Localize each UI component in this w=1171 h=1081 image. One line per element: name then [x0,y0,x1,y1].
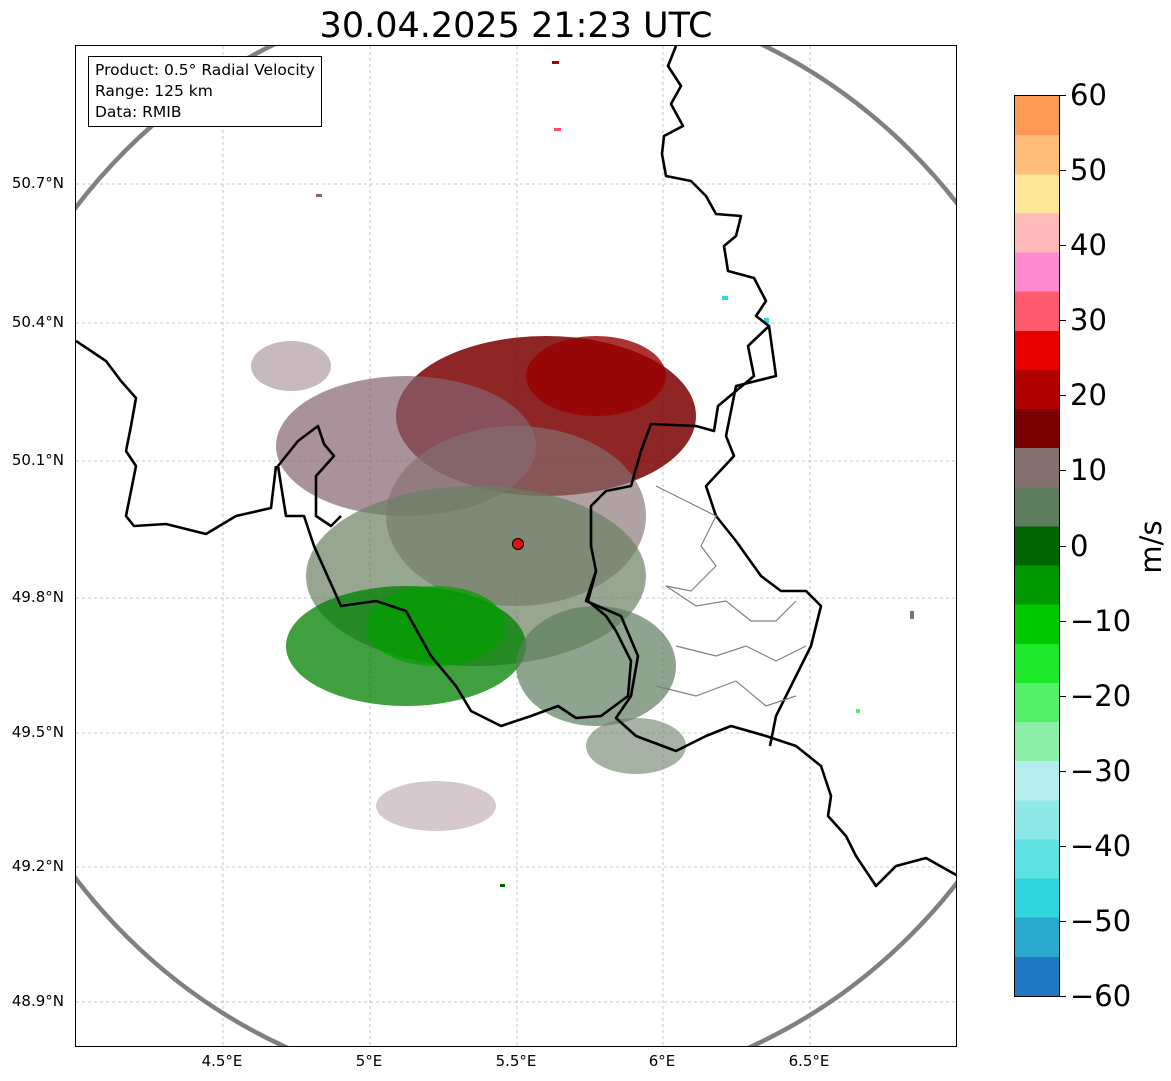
radar-site-marker[interactable] [512,538,524,550]
colorbar-tick-mark [1060,320,1066,322]
lon-tick-label: 5.5°E [495,1052,537,1070]
border-belgium-luxembourg [276,46,771,728]
echo-gray-green-east [516,606,676,726]
lat-tick-label: 49.5°N [11,723,64,741]
lat-tick-label: 49.2°N [11,857,64,875]
colorbar-tick-label: −20 [1070,678,1132,713]
colorbar-tick-mark [1060,545,1066,547]
map-title: 30.04.2025 21:23 UTC [319,6,713,46]
echo-speck [910,611,914,619]
colorbar-tick-mark [1060,620,1066,622]
lat-tick-label: 50.4°N [11,313,64,331]
echo-speck [856,709,860,713]
echo-speck [500,884,505,887]
lat-tick-label: 49.8°N [11,588,64,606]
lon-tick-label: 5°E [355,1052,383,1070]
border-germany-east [704,325,823,747]
info-source: Data: RMIB [95,103,182,121]
colorbar-tick-mark [1060,395,1066,397]
echo-scatter-sw [376,781,496,831]
admin-boundaries [655,485,807,707]
colorbar-tick-label: 50 [1070,153,1107,188]
colorbar-tick-mark [1060,996,1066,997]
lat-tick-label: 50.1°N [11,451,64,469]
colorbar-tick-label: −50 [1070,903,1132,938]
velocity-echoes [251,61,914,887]
colorbar-tick-mark [1060,95,1066,96]
country-borders [76,46,956,888]
lon-tick-label: 4.5°E [201,1052,243,1070]
colorbar-tick-mark [1060,245,1066,247]
echo-speck [316,194,322,197]
colorbar-tick-mark [1060,170,1066,172]
echo-scatter-nw [251,341,331,391]
colorbar-tick-label: 20 [1070,378,1107,413]
echo-outbound-red-core [526,336,666,416]
colorbar-tick-label: −40 [1070,828,1132,863]
colorbar-tick-label: 0 [1070,528,1089,563]
lon-tick-label: 6°E [648,1052,676,1070]
echo-gray-south [586,718,686,774]
lat-tick-label: 48.9°N [11,992,64,1010]
colorbar-tick-mark [1060,920,1066,922]
radar-map-canvas [76,46,956,1046]
colorbar-tick-label: 10 [1070,453,1107,488]
colorbar-tick-label: 40 [1070,228,1107,263]
border-lux-germany [584,570,956,888]
colorbar-unit: m/s [1134,520,1168,574]
colorbar-tick-mark [1060,695,1066,697]
lat-tick-label: 50.7°N [11,174,64,192]
product-info-box: Product: 0.5° Radial Velocity Range: 125… [88,56,322,127]
colorbar-tick-label: 30 [1070,303,1107,338]
echo-green-core [366,586,506,666]
info-product: Product: 0.5° Radial Velocity [95,61,315,79]
colorbar-tick-mark [1060,845,1066,847]
border-belgium-france-west [76,339,278,536]
colorbar-tick-mark [1060,470,1066,472]
velocity-colorbar [1014,95,1060,997]
colorbar-tick-label: −10 [1070,603,1132,638]
echo-speck [722,296,728,300]
radar-map[interactable] [75,45,957,1047]
colorbar-tick-mark [1060,770,1066,772]
echo-speck [552,61,559,64]
info-range: Range: 125 km [95,82,213,100]
echo-speck [554,128,561,131]
colorbar-tick-label: 60 [1070,78,1107,112]
colorbar-tick-label: −60 [1070,979,1132,1013]
lon-tick-label: 6.5°E [788,1052,830,1070]
echo-speck [764,318,769,323]
colorbar-tick-label: −30 [1070,753,1132,788]
